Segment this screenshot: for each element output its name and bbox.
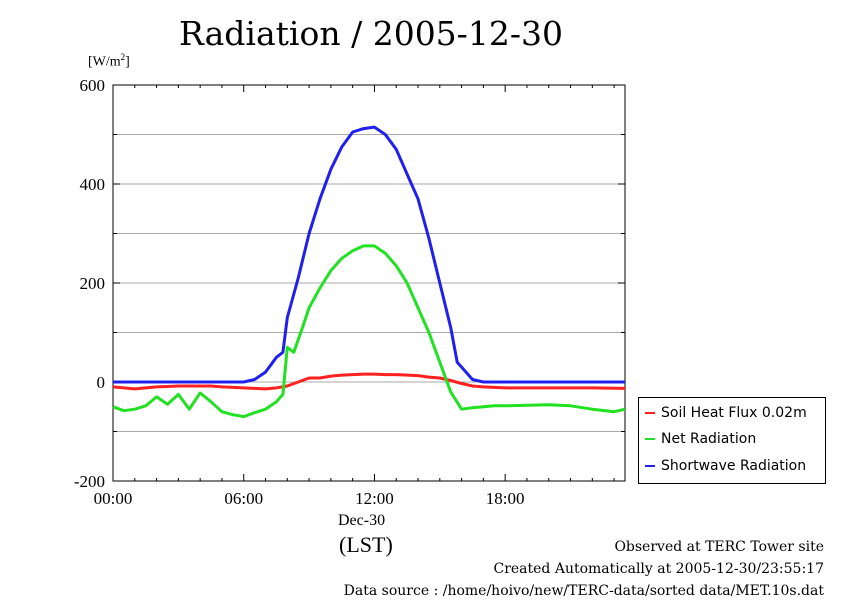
x-tick-label-1800: 18:00 [486,489,525,508]
x-tick-label-1200: 12:00 [355,489,394,508]
x-axis-date-label: Dec-30 [338,512,386,529]
note-data-source: Data source : /home/hoivo/new/TERC-data/… [343,583,824,599]
y-tick-label-400: 400 [80,175,106,194]
legend-item-shortwave-radiation: Shortwave Radiation [645,457,806,475]
legend-item-net-radiation: Net Radiation [645,430,756,448]
legend-label-shortwave-radiation: Shortwave Radiation [661,458,807,474]
footer-notes: Observed at TERC Tower site Created Auto… [344,536,824,602]
note-created-time: Created Automatically at 2005-12-30/23:5… [493,561,824,577]
legend-label-soil-heat-flux: Soil Heat Flux 0.02m [661,405,807,421]
x-tick-label-0600: 06:00 [224,489,263,508]
y-tick-label-0: 0 [97,373,106,392]
series-line-net-radiation [112,244,626,419]
legend-item-soil-heat-flux: Soil Heat Flux 0.02m [645,404,807,422]
unit-base: [W/m [88,54,121,70]
y-tick-label-600: 600 [80,76,106,95]
x-tick-label-0000: 00:00 [94,489,133,508]
y-tick-label-200: 200 [80,274,106,293]
chart-title: Radiation / 2005-12-30 [179,14,563,53]
note-observed-site: Observed at TERC Tower site [614,539,824,555]
legend-label-net-radiation: Net Radiation [661,431,757,447]
y-axis-unit-label: [W/m2] [88,52,130,71]
chart-legend: Soil Heat Flux 0.02m Net Radiation Short… [638,397,826,484]
x-axis-timezone-label: (LST) [339,532,393,557]
legend-swatch-net-radiation [645,438,655,440]
unit-superscript: 2 [120,52,126,62]
series-line-soil-heat-flux [112,372,626,391]
legend-swatch-soil-heat-flux [645,412,655,414]
legend-swatch-shortwave-radiation [645,465,655,467]
unit-close: ] [125,54,130,70]
series-line-shortwave-radiation [113,125,625,384]
y-tick-label--200: -200 [74,472,105,491]
